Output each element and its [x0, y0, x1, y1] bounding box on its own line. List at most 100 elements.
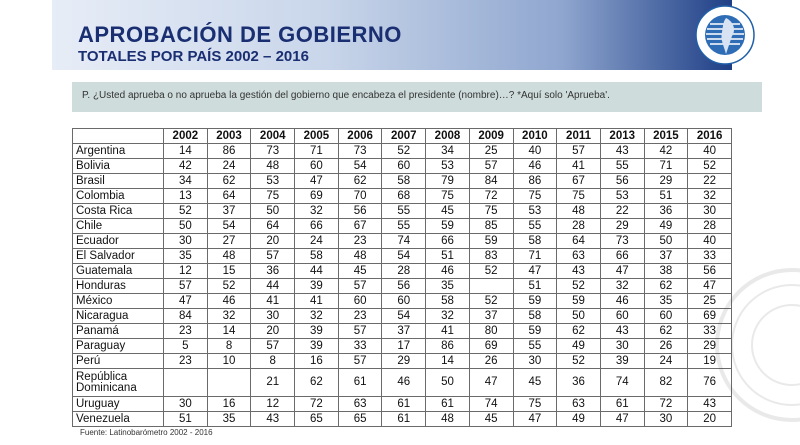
value-cell: 75 — [512, 188, 558, 204]
value-cell: 29 — [381, 353, 427, 369]
value-cell: 48 — [206, 248, 252, 264]
value-cell: 58 — [512, 308, 558, 324]
value-cell: 75 — [468, 203, 514, 219]
value-cell: 54 — [381, 308, 427, 324]
value-cell: 58 — [294, 248, 339, 264]
value-cell: 46 — [425, 263, 470, 279]
value-cell: 35 — [206, 411, 252, 427]
value-cell: 53 — [599, 188, 645, 204]
value-cell: 40 — [687, 233, 732, 249]
table-row: Nicaragua 84 32 30 32 23 54 32 37 58 50 60 60 69 — [72, 308, 732, 324]
value-cell: 40 — [687, 143, 732, 159]
value-cell: 45 — [425, 203, 470, 219]
value-cell: 48 — [250, 158, 296, 174]
value-cell: 72 — [294, 396, 339, 412]
value-cell: 26 — [643, 338, 689, 354]
header-band — [52, 0, 732, 70]
value-cell: 24 — [643, 353, 689, 369]
value-cell: 64 — [556, 233, 601, 249]
value-cell: 64 — [206, 188, 252, 204]
country-cell: Ecuador — [72, 233, 164, 249]
country-cell: Perú — [72, 353, 164, 369]
value-cell: 30 — [163, 233, 208, 249]
value-cell: 43 — [599, 323, 645, 339]
table-row: Ecuador 30 27 20 24 23 74 66 59 58 64 73 50 40 — [72, 233, 732, 249]
value-cell: 57 — [337, 278, 383, 294]
value-cell: 20 — [250, 323, 296, 339]
watermark-seal-icon — [715, 268, 800, 422]
value-cell: 57 — [337, 323, 383, 339]
value-cell: 30 — [250, 308, 296, 324]
value-cell: 61 — [599, 396, 645, 412]
value-cell: 54 — [206, 218, 252, 234]
value-cell: 54 — [337, 158, 383, 174]
country-cell: Argentina — [72, 143, 164, 159]
value-cell: 66 — [294, 218, 339, 234]
value-cell: 55 — [599, 158, 645, 174]
value-cell: 45 — [337, 263, 383, 279]
value-cell: 46 — [512, 158, 558, 174]
value-cell: 59 — [556, 293, 601, 309]
value-cell: 62 — [206, 173, 252, 189]
value-cell: 74 — [381, 233, 427, 249]
value-cell: 84 — [468, 173, 514, 189]
year-header-2003: 2003 — [206, 128, 252, 144]
approval-table-container: 2002 2003 2004 2005 2006 2007 2008 2009 2010 2011… — [72, 128, 732, 427]
year-header-2002: 2002 — [163, 128, 208, 144]
value-cell: 26 — [468, 353, 514, 369]
value-cell: 82 — [643, 368, 689, 397]
value-cell: 55 — [381, 203, 427, 219]
value-cell: 86 — [206, 143, 252, 159]
year-header-2009: 2009 — [468, 128, 514, 144]
value-cell: 30 — [643, 411, 689, 427]
value-cell: 23 — [337, 233, 383, 249]
value-cell: 32 — [687, 188, 732, 204]
value-cell: 63 — [337, 396, 383, 412]
value-cell: 61 — [337, 368, 383, 397]
value-cell: 62 — [643, 323, 689, 339]
value-cell: 57 — [250, 248, 296, 264]
country-cell: Costa Rica — [72, 203, 164, 219]
table-row: Bolivia 42 24 48 60 54 60 53 57 46 41 55 71 52 — [72, 158, 732, 174]
year-header-2010: 2010 — [512, 128, 558, 144]
value-cell: 36 — [556, 368, 601, 397]
value-cell: 55 — [512, 218, 558, 234]
value-cell: 83 — [468, 248, 514, 264]
value-cell: 52 — [206, 278, 252, 294]
value-cell: 74 — [599, 368, 645, 397]
value-cell: 49 — [556, 411, 601, 427]
question-bar — [72, 82, 762, 112]
table-row: Colombia 13 64 75 69 70 68 75 72 75 75 53 51 32 — [72, 188, 732, 204]
value-cell: 59 — [425, 218, 470, 234]
table-row: Perú 23 10 8 16 57 29 14 26 30 52 39 24 19 — [72, 353, 732, 369]
value-cell: 12 — [163, 263, 208, 279]
value-cell: 32 — [294, 308, 339, 324]
value-cell — [163, 368, 208, 397]
value-cell: 37 — [468, 308, 514, 324]
value-cell: 57 — [163, 278, 208, 294]
value-cell: 47 — [512, 411, 558, 427]
value-cell: 53 — [250, 173, 296, 189]
country-cell: Chile — [72, 218, 164, 234]
value-cell: 52 — [163, 203, 208, 219]
table-row: Paraguay 5 8 57 39 33 17 86 69 55 49 30 26 29 — [72, 338, 732, 354]
value-cell: 52 — [556, 278, 601, 294]
value-cell: 43 — [556, 263, 601, 279]
value-cell: 8 — [206, 338, 252, 354]
value-cell: 58 — [381, 173, 427, 189]
value-cell: 62 — [337, 173, 383, 189]
value-cell: 60 — [381, 158, 427, 174]
value-cell: 74 — [468, 396, 514, 412]
value-cell: 57 — [556, 143, 601, 159]
value-cell: 69 — [687, 308, 732, 324]
table-row: Brasil 34 62 53 47 62 58 79 84 86 67 56 29 22 — [72, 173, 732, 189]
value-cell: 66 — [425, 233, 470, 249]
value-cell: 34 — [425, 143, 470, 159]
value-cell: 43 — [250, 411, 296, 427]
value-cell — [206, 368, 252, 397]
value-cell: 22 — [599, 203, 645, 219]
value-cell: 25 — [468, 143, 514, 159]
approval-table: 2002 2003 2004 2005 2006 2007 2008 2009 2010 2011… — [72, 128, 732, 427]
value-cell: 55 — [381, 218, 427, 234]
value-cell: 36 — [250, 263, 296, 279]
